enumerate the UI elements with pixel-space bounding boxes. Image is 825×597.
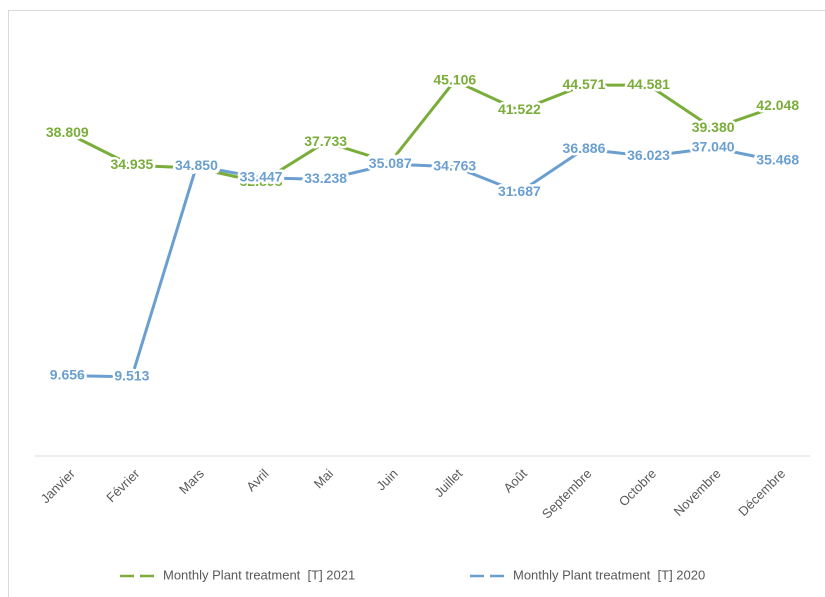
data-label: 32.898: [240, 173, 283, 189]
x-tick-label: Mars: [176, 466, 207, 497]
data-label: 9.513: [114, 368, 149, 384]
data-label: 33.238: [304, 170, 347, 186]
series-line: [67, 146, 779, 379]
data-label: 39.380: [692, 119, 735, 135]
data-label: 44.571: [563, 76, 606, 92]
data-label: 33.447: [240, 168, 283, 184]
x-tick-label: Juillet: [431, 466, 465, 500]
data-label: 38.809: [46, 124, 89, 140]
data-label: 35.307: [369, 153, 412, 169]
legend-label: Monthly Plant treatment [T] 2021: [163, 567, 355, 582]
x-tick-label: Avril: [243, 466, 271, 494]
data-label: 35.087: [369, 155, 412, 171]
legend-label: Monthly Plant treatment [T] 2020: [513, 567, 705, 582]
data-label: 41.522: [498, 101, 541, 117]
x-tick-label: Décembre: [735, 466, 788, 519]
series-line: [66, 79, 779, 184]
x-tick-label: Septembre: [539, 466, 595, 522]
chart-border: [8, 10, 825, 597]
data-label: 34.763: [433, 157, 476, 173]
data-label: 37.040: [692, 139, 735, 155]
data-label: 45.106: [433, 71, 476, 87]
data-label: 42.048: [756, 97, 799, 113]
x-tick-label: Juin: [373, 466, 400, 493]
x-tick-label: Janvier: [38, 465, 79, 506]
x-tick-label: Mai: [311, 466, 336, 491]
x-tick-label: Août: [500, 466, 530, 496]
data-label: 36.886: [563, 140, 606, 156]
data-label: 44.581: [627, 76, 670, 92]
data-label: 35.468: [756, 152, 799, 168]
x-tick-label: Février: [103, 465, 143, 505]
data-label: 34.935: [110, 156, 153, 172]
x-tick-label: Octobre: [616, 466, 659, 509]
x-tick-label: Novembre: [671, 466, 724, 519]
data-label: 31.687: [498, 183, 541, 199]
data-label: 36.023: [627, 147, 670, 163]
data-label: 34.615: [175, 159, 218, 175]
data-label: 37.733: [304, 133, 347, 149]
data-label: 9.656: [50, 366, 85, 382]
data-label: 34.850: [175, 157, 218, 173]
